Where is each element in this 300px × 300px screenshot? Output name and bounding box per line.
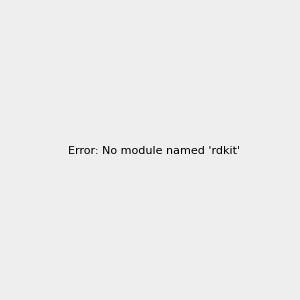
Text: Error: No module named 'rdkit': Error: No module named 'rdkit' <box>68 146 240 157</box>
